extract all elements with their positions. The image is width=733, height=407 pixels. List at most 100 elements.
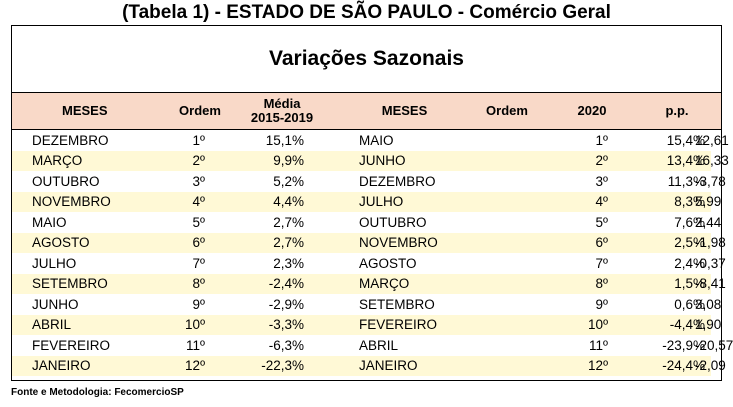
month-left-cell: NOVEMBRO xyxy=(32,194,111,210)
pp-cell: 16,33 xyxy=(695,153,729,169)
rank-right-cell: 7º xyxy=(595,255,608,271)
table-row: AGOSTO 6º 2,7% NOVEMBRO 6º 2,5% -1,98 xyxy=(12,232,726,254)
header-media-line2: 2015-2019 xyxy=(250,110,314,125)
value-2020-cell: 11,3% xyxy=(667,173,705,189)
table-title: (Tabela 1) - ESTADO DE SÃO PAULO - Comér… xyxy=(122,2,611,23)
table-row: OUTUBRO 3º 5,2% DEZEMBRO 3º 11,3% -3,78 xyxy=(12,171,726,192)
value-2020-cell: 13,4% xyxy=(666,153,705,169)
spacer-cell xyxy=(304,212,359,233)
month-right-cell: OUTUBRO xyxy=(359,214,427,230)
average-cell: 2,7% xyxy=(273,235,304,251)
average-cell: -2,9% xyxy=(268,296,304,312)
average-cell: -6,3% xyxy=(268,337,304,353)
data-table: DEZEMBRO 1º 15,1% MAIO 1º 15,4% 12,61 MARÇO 2º 9,… xyxy=(12,130,733,377)
pp-cell: 5,99 xyxy=(695,194,722,210)
source-note: Fonte e Metodologia: FecomercioSP xyxy=(11,387,184,398)
month-left-cell: MAIO xyxy=(32,214,67,230)
spacer-cell xyxy=(304,315,359,336)
header-media: Média 2015-2019 xyxy=(237,93,327,129)
value-2020-cell: -24,4% xyxy=(662,358,705,374)
average-cell: -22,3% xyxy=(261,358,304,374)
rank-right-cell: 2º xyxy=(595,153,608,169)
header-pp: p.p. xyxy=(665,103,689,118)
value-2020-cell: 8,3% xyxy=(674,194,705,210)
rank-left-cell: 6º xyxy=(192,235,205,251)
value-2020-cell: 0,6% xyxy=(674,296,705,312)
spacer-cell xyxy=(304,130,359,151)
month-left-cell: JULHO xyxy=(32,255,77,271)
average-cell: -3,3% xyxy=(268,317,304,333)
pp-cell: -3,78 xyxy=(695,173,726,189)
average-cell: 4,4% xyxy=(273,194,304,210)
rank-left-cell: 2º xyxy=(192,153,205,169)
rank-left-cell: 3º xyxy=(192,173,205,189)
pp-cell: 12,61 xyxy=(695,132,729,148)
spacer-cell xyxy=(304,335,359,356)
pp-cell: -20,57 xyxy=(695,337,733,353)
rank-right-cell: 4º xyxy=(595,194,608,210)
month-right-cell: AGOSTO xyxy=(359,255,417,271)
rank-left-cell: 9º xyxy=(192,296,205,312)
value-2020-cell: 7,6% xyxy=(674,214,705,230)
rank-left-cell: 5º xyxy=(192,214,205,230)
table-row: JANEIRO 12º -22,3% JANEIRO 12º -24,4% -2,09 xyxy=(12,355,726,377)
spacer-cell xyxy=(304,151,359,172)
rank-right-cell: 11º xyxy=(589,337,608,353)
table-row: ABRIL 10º -3,3% FEVEREIRO 10º -4,4% 1,90 xyxy=(12,314,721,336)
month-right-cell: NOVEMBRO xyxy=(359,235,438,251)
value-2020-cell: 1,5% xyxy=(674,276,705,292)
month-left-cell: SETEMBRO xyxy=(32,276,108,292)
table-subtitle: Variações Sazonais xyxy=(269,47,464,70)
month-right-cell: SETEMBRO xyxy=(359,296,435,312)
value-2020-cell: 2,5% xyxy=(674,235,705,251)
rank-left-cell: 10º xyxy=(185,317,205,333)
average-cell: 2,3% xyxy=(273,255,304,271)
value-2020-cell: -4,4% xyxy=(669,317,705,333)
rank-left-cell: 8º xyxy=(192,276,205,292)
spacer-cell xyxy=(304,356,359,377)
table-frame: Variações Sazonais MESES Ordem Média 201… xyxy=(11,25,733,381)
pp-cell: 2,44 xyxy=(695,214,722,230)
average-cell: 2,7% xyxy=(273,214,304,230)
header-year: 2020 xyxy=(577,103,607,118)
rank-left-cell: 7º xyxy=(192,255,205,271)
pp-cell: -8,41 xyxy=(695,276,726,292)
spacer-cell xyxy=(304,274,359,295)
spacer-cell xyxy=(304,192,359,213)
pp-cell: 3,08 xyxy=(695,296,722,312)
table-row: MAIO 5º 2,7% OUTUBRO 5º 7,6% 2,44 xyxy=(12,212,721,233)
month-right-cell: JULHO xyxy=(359,194,404,210)
month-left-cell: JUNHO xyxy=(32,296,79,312)
table-row: NOVEMBRO 4º 4,4% JULHO 4º 8,3% 5,99 xyxy=(12,191,722,213)
month-right-cell: JUNHO xyxy=(359,153,406,169)
table-row: MARÇO 2º 9,9% JUNHO 2º 13,4% 16,33 xyxy=(12,150,729,172)
header-ordem-right: Ordem xyxy=(486,103,528,118)
month-left-cell: MARÇO xyxy=(32,153,83,169)
table-row: DEZEMBRO 1º 15,1% MAIO 1º 15,4% 12,61 xyxy=(12,130,729,151)
rank-right-cell: 9º xyxy=(595,296,608,312)
rank-right-cell: 6º xyxy=(595,235,608,251)
rank-right-cell: 3º xyxy=(595,173,608,189)
rank-right-cell: 1º xyxy=(595,132,608,148)
average-cell: 9,9% xyxy=(273,153,304,169)
spacer-cell xyxy=(304,233,359,254)
month-left-cell: JANEIRO xyxy=(32,358,91,374)
value-2020-cell: 2,4% xyxy=(674,255,705,271)
table-row: SETEMBRO 8º -2,4% MARÇO 8º 1,5% -8,41 xyxy=(12,273,726,295)
month-right-cell: JANEIRO xyxy=(359,358,418,374)
month-left-cell: OUTUBRO xyxy=(32,173,100,189)
average-cell: 5,2% xyxy=(273,173,304,189)
month-right-cell: ABRIL xyxy=(359,337,399,353)
month-left-cell: FEVEREIRO xyxy=(32,337,111,353)
table-row: FEVEREIRO 11º -6,3% ABRIL 11º -23,9% -20,57 xyxy=(12,335,733,356)
spacer-cell xyxy=(304,294,359,315)
rank-left-cell: 4º xyxy=(192,194,205,210)
rank-left-cell: 12º xyxy=(185,358,205,374)
month-left-cell: AGOSTO xyxy=(32,235,90,251)
month-right-cell: DEZEMBRO xyxy=(359,173,436,189)
header-meses-right: MESES xyxy=(381,103,428,118)
average-cell: 15,1% xyxy=(265,132,304,148)
rank-left-cell: 11º xyxy=(186,337,205,353)
table-header: MESES Ordem Média 2015-2019 MESES Ordem … xyxy=(12,92,721,130)
month-right-cell: FEVEREIRO xyxy=(359,317,438,333)
